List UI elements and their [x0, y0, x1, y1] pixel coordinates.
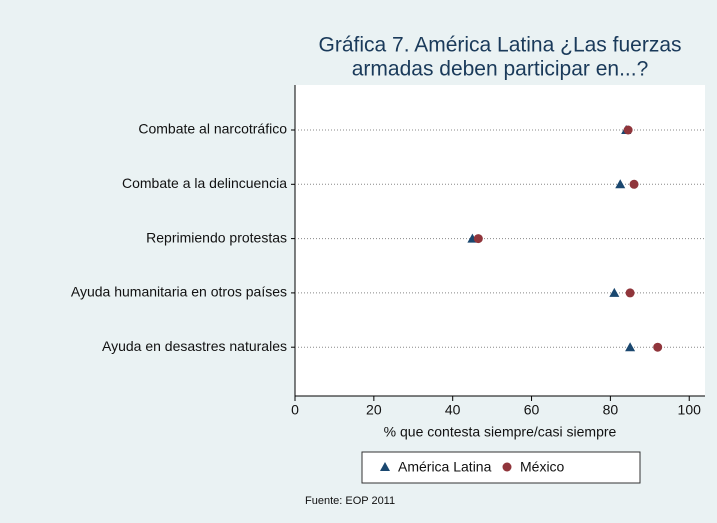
triangle-marker [609, 287, 620, 297]
circle-marker [653, 342, 663, 352]
x-axis-label: % que contesta siempre/casi siempre [384, 424, 617, 440]
plot-area [295, 85, 705, 396]
y-tick-label: Combate a la delincuencia [122, 175, 287, 191]
circle-marker [502, 462, 512, 472]
x-tick-label: 60 [524, 402, 540, 418]
circle-marker [623, 125, 633, 135]
y-tick-label: Reprimiendo protestas [146, 229, 287, 245]
source: Fuente: EOP 2011 [305, 495, 395, 507]
circle-marker [473, 234, 483, 244]
x-tick-label: 0 [291, 402, 299, 418]
y-tick-label: Ayuda en desastres naturales [102, 338, 287, 354]
x-tick-label: 100 [678, 402, 702, 418]
circle-marker [625, 288, 635, 298]
circle-marker [629, 179, 639, 189]
x-tick-label: 40 [445, 402, 461, 418]
chart-title: armadas deben participar en...? [352, 58, 649, 81]
y-tick-label: Combate al narcotráfico [138, 121, 287, 137]
triangle-marker [615, 179, 626, 189]
triangle-marker [380, 462, 390, 471]
legend-label: México [520, 459, 565, 475]
triangle-marker [625, 342, 636, 352]
x-tick-label: 20 [366, 402, 382, 418]
legend [361, 451, 641, 484]
legend-label: América Latina [398, 459, 492, 475]
chart-title: Gráfica 7. América Latina ¿Las fuerzas [319, 34, 682, 57]
x-tick-label: 80 [603, 402, 619, 418]
y-tick-label: Ayuda humanitaria en otros países [71, 284, 287, 300]
